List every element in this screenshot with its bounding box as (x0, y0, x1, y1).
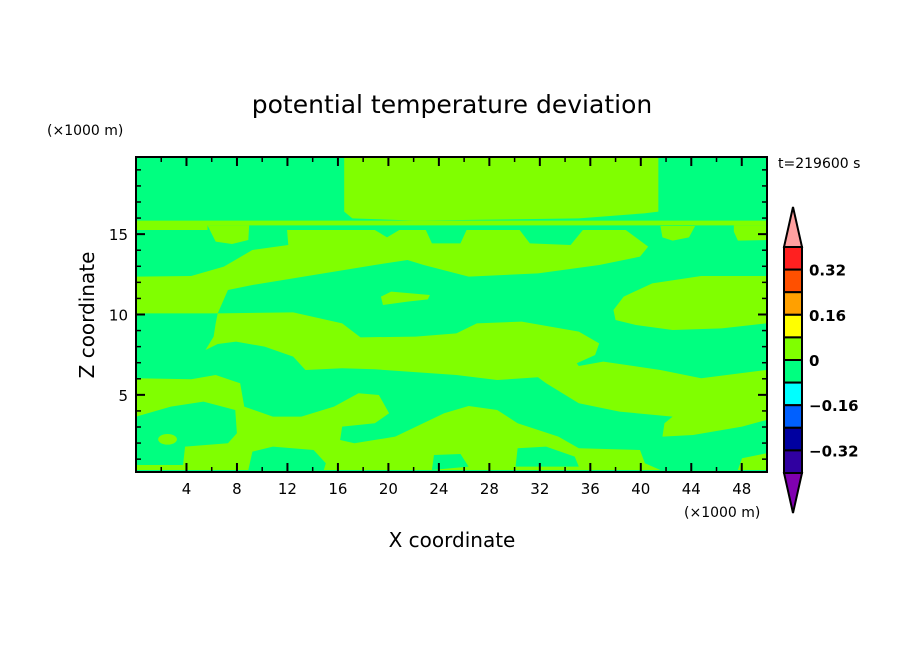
x-tick-label: 28 (480, 480, 499, 498)
x-tick-label: 20 (379, 480, 398, 498)
colorbar-label: −0.32 (809, 442, 859, 460)
y-tick-label: 10 (109, 307, 128, 325)
contour-hole (248, 446, 326, 470)
x-tick-label: 48 (732, 480, 751, 498)
time-label: t=219600 s (778, 156, 860, 172)
colorbar-label: 0.16 (809, 307, 846, 325)
x-tick-label: 44 (682, 480, 701, 498)
colorbar-swatch (783, 313, 803, 339)
contour-region-lower (136, 374, 661, 470)
colorbar-swatch (783, 426, 803, 452)
colorbar-over-triangle (782, 206, 804, 248)
chart-title: potential temperature deviation (252, 90, 652, 119)
contour-region-right-lobes (660, 225, 767, 241)
x-tick-label: 36 (581, 480, 600, 498)
contour-region-island (380, 291, 430, 305)
y-tick-labels: 5 10 15 (109, 226, 128, 405)
plot-frame (135, 156, 768, 473)
colorbar-label: 0 (809, 352, 819, 370)
plot-area (136, 157, 767, 472)
contour-region-bottom-right (737, 453, 767, 470)
colorbar-label: −0.16 (809, 397, 859, 415)
x-tick-label: 40 (631, 480, 650, 498)
colorbar: 0.32 0.16 0 −0.16 −0.32 (782, 206, 859, 514)
contour-region-upper-band (136, 229, 649, 314)
y-tick-label: 15 (109, 226, 128, 244)
colorbar-swatch (783, 291, 803, 316)
colorbar-swatch (783, 381, 803, 407)
y-tick-label: 5 (118, 387, 128, 405)
colorbar-swatch (783, 336, 803, 361)
x-tick-label: 8 (232, 480, 242, 498)
contour-region-top-block (344, 157, 659, 221)
contour-hole (515, 446, 579, 467)
contour-region-lobe (207, 225, 250, 244)
colorbar-label: 0.32 (809, 262, 846, 280)
colorbar-swatch (783, 449, 803, 474)
contour-region-right-blob (613, 275, 767, 330)
x-tick-label: 12 (278, 480, 297, 498)
x-axis-label: X coordinate (389, 528, 516, 552)
colorbar-swatch (783, 268, 803, 294)
contour-hole (431, 453, 469, 470)
x-tick-label: 24 (429, 480, 448, 498)
contour-region-small-island (158, 433, 177, 445)
x-units-label: (×1000 m) (684, 505, 760, 521)
x-tick-labels: 4 8 12 16 20 24 28 32 36 40 44 48 (182, 480, 752, 498)
colorbar-swatch (783, 246, 803, 271)
y-axis-label: Z coordinate (75, 252, 99, 379)
colorbar-under-triangle (782, 472, 804, 514)
y-units-label: (×1000 m) (47, 123, 123, 139)
contour-region-middle-band (205, 312, 767, 437)
colorbar-swatch (783, 404, 803, 429)
colorbar-swatch (783, 359, 803, 384)
x-tick-label: 4 (182, 480, 192, 498)
x-tick-label: 32 (530, 480, 549, 498)
x-tick-label: 16 (328, 480, 347, 498)
